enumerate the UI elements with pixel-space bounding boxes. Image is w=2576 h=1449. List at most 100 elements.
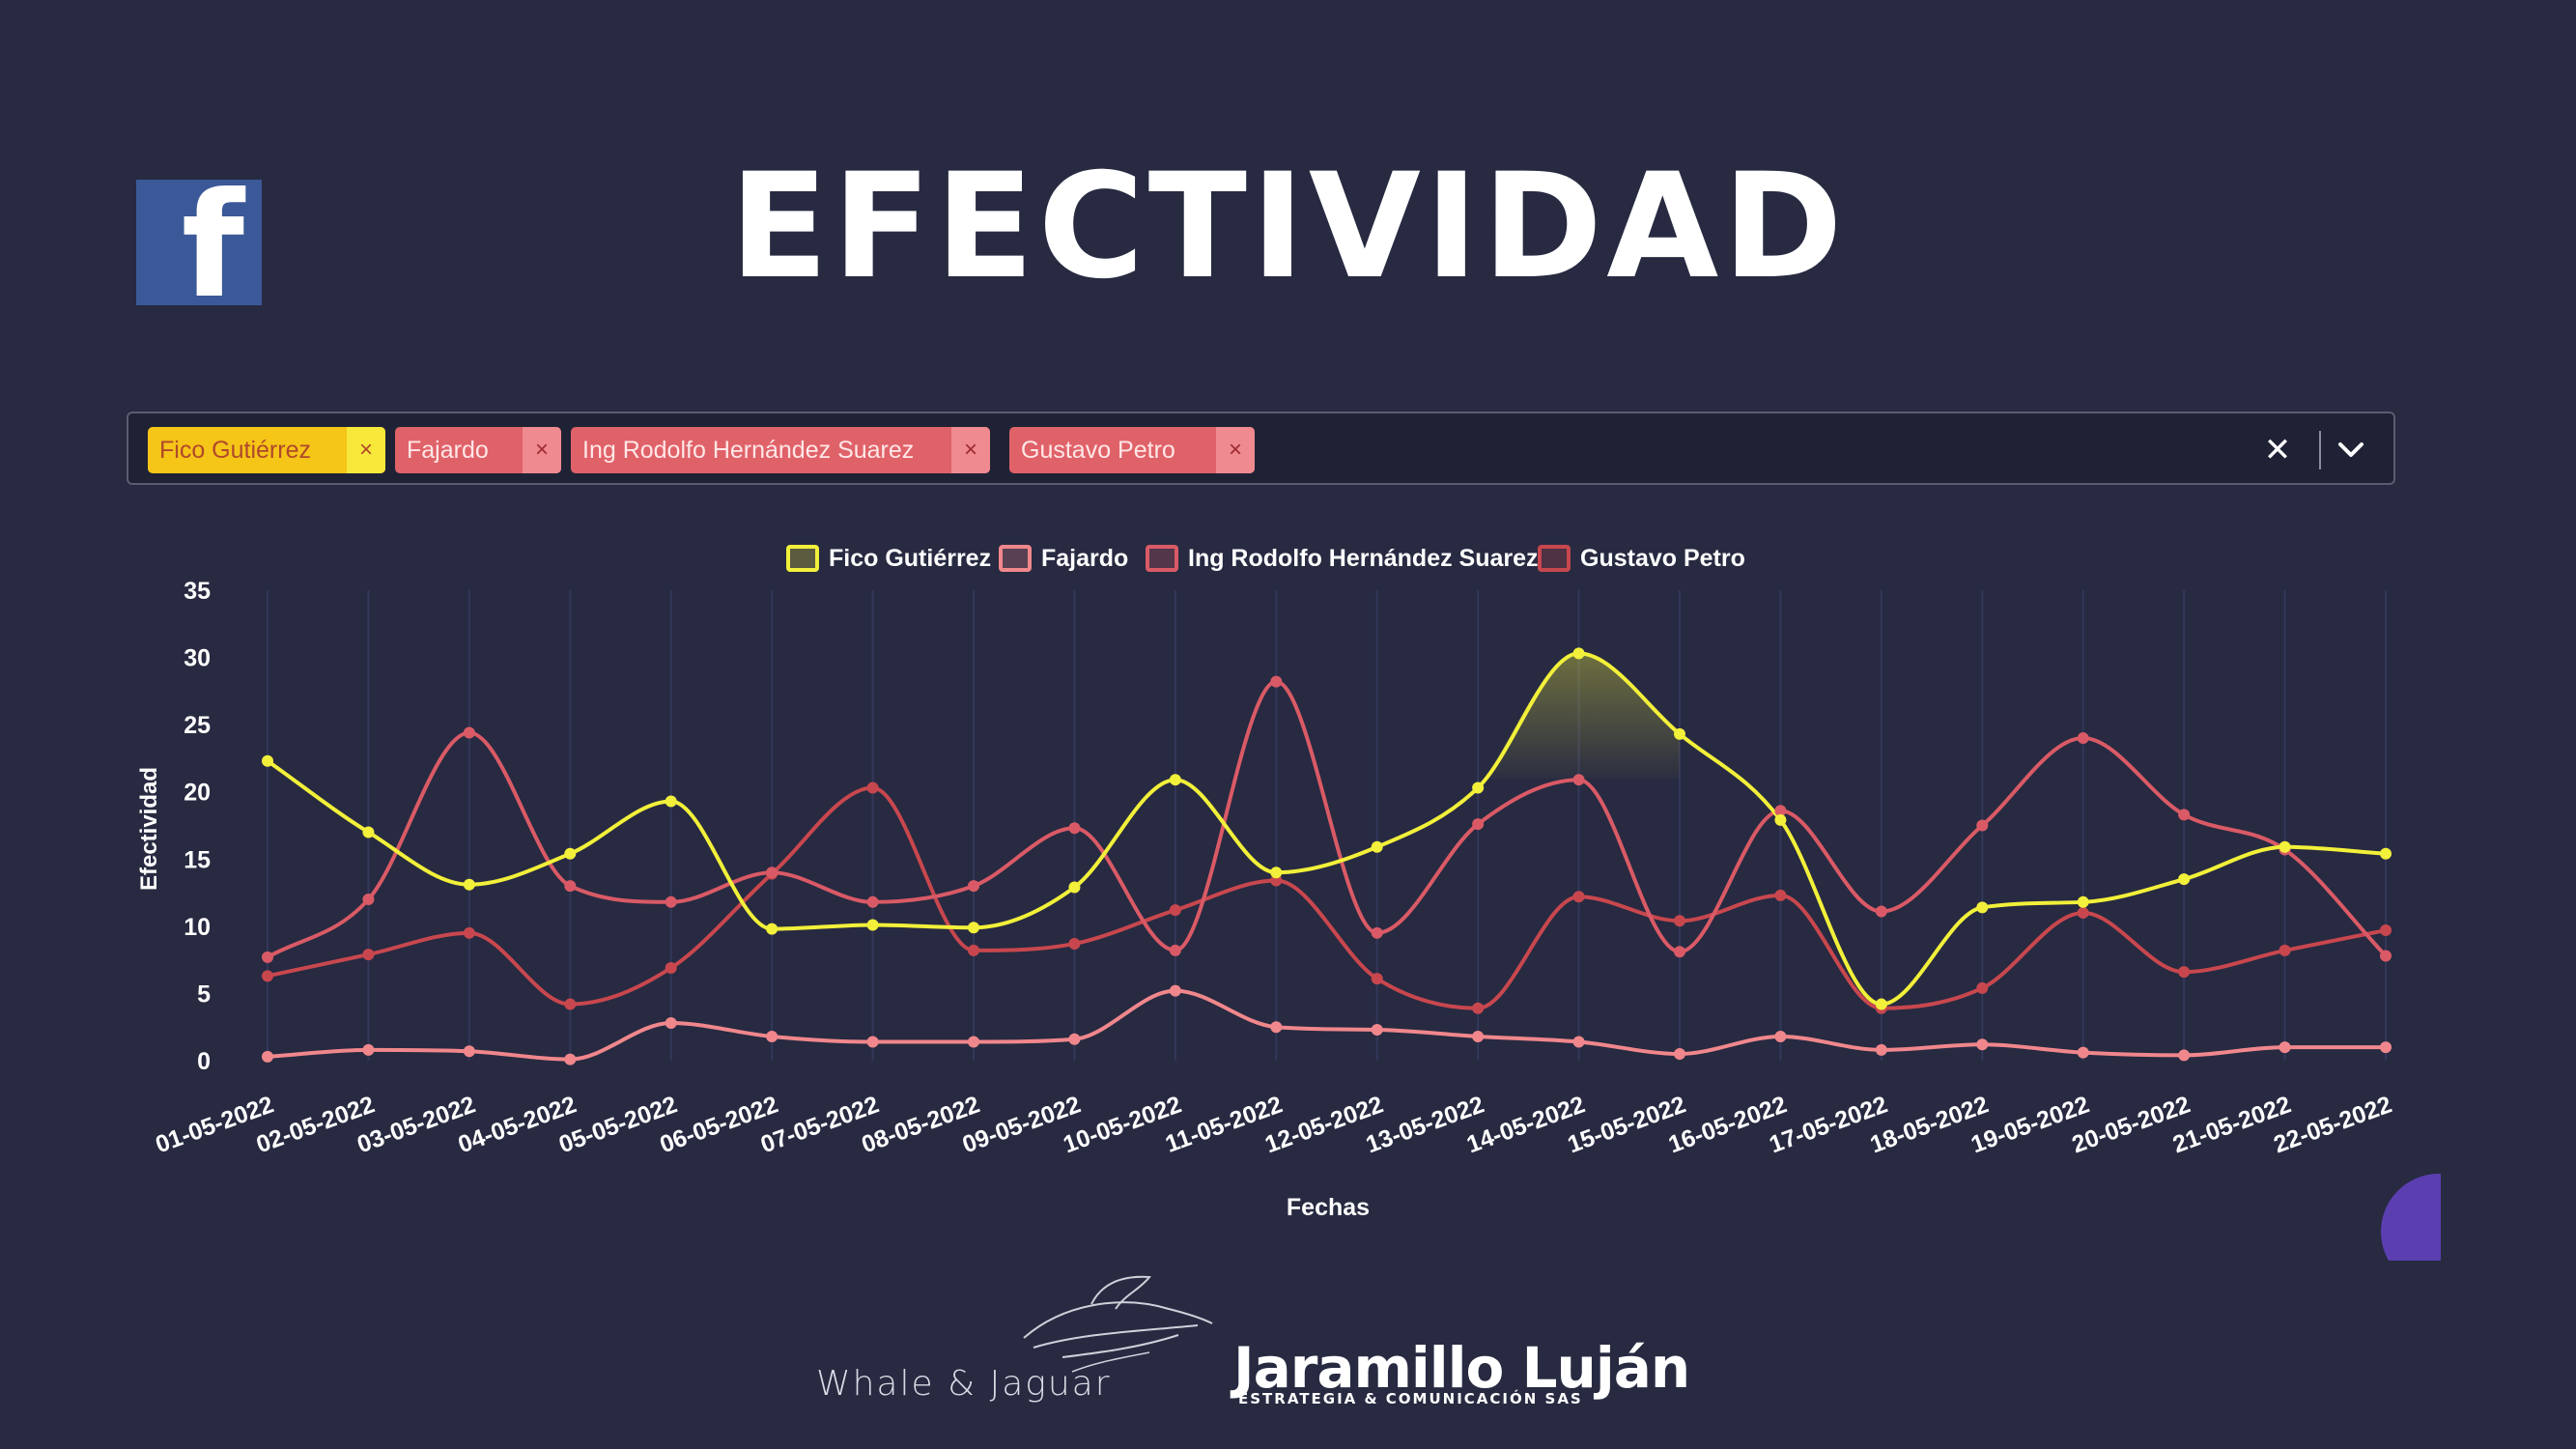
data-point	[2380, 924, 2392, 937]
data-point	[564, 998, 577, 1010]
facebook-letter: f	[181, 162, 244, 330]
data-point	[968, 880, 979, 893]
data-point	[1674, 946, 1685, 958]
data-point	[1472, 1002, 1485, 1014]
data-point	[866, 895, 879, 908]
data-point	[1774, 805, 1787, 817]
data-point	[564, 847, 577, 860]
data-point	[1169, 944, 1181, 956]
data-point	[2279, 840, 2291, 853]
data-point	[1976, 901, 1989, 914]
legend-item: Fajardo	[999, 545, 1128, 572]
chevron-down-icon[interactable]	[2332, 427, 2370, 473]
data-point	[1674, 1048, 1685, 1061]
data-point	[1472, 781, 1485, 794]
data-point	[1572, 647, 1585, 660]
data-point	[2178, 809, 2191, 821]
legend-swatch	[786, 545, 819, 572]
data-point	[2077, 1046, 2089, 1059]
legend-label: Fajardo	[1041, 545, 1128, 572]
data-point	[1875, 998, 1887, 1010]
data-point	[262, 951, 273, 963]
x-axis-label: Fechas	[1287, 1194, 1370, 1221]
data-point	[1270, 1021, 1283, 1034]
data-point	[1572, 774, 1585, 786]
remove-chip-icon[interactable]: ×	[347, 427, 385, 473]
legend-label: Gustavo Petro	[1580, 545, 1745, 572]
remove-chip-icon[interactable]: ×	[1216, 427, 1255, 473]
data-point	[1774, 889, 1787, 901]
candidate-filter-select[interactable]: Fico Gutiérrez × Fajardo × Ing Rodolfo H…	[127, 412, 2395, 485]
data-point	[463, 878, 475, 891]
data-point	[866, 1036, 879, 1048]
data-point	[1875, 1043, 1887, 1056]
data-point	[766, 867, 778, 879]
remove-chip-icon[interactable]: ×	[951, 427, 990, 473]
data-point	[2077, 906, 2089, 919]
y-tick-label: 15	[184, 846, 211, 873]
data-point	[1774, 813, 1787, 826]
facebook-icon: f	[136, 174, 262, 319]
data-point	[1169, 774, 1181, 786]
y-tick-label: 35	[184, 578, 211, 605]
page-title: EFECTIVIDAD	[729, 143, 1847, 311]
legend-item: Gustavo Petro	[1538, 545, 1745, 572]
data-point	[1371, 840, 1383, 853]
series-line	[267, 988, 2386, 1062]
remove-chip-icon[interactable]: ×	[523, 427, 561, 473]
chip-petro: Gustavo Petro ×	[1009, 427, 1255, 473]
data-point	[463, 1045, 475, 1058]
data-point	[463, 926, 475, 939]
jaguar-whale-logo	[1023, 1275, 1213, 1373]
data-point	[665, 1017, 677, 1030]
y-tick-label: 20	[184, 780, 211, 807]
data-point	[1068, 822, 1081, 835]
data-point	[1169, 904, 1181, 917]
chip-label: Fico Gutiérrez	[159, 436, 311, 464]
data-point	[2279, 1041, 2291, 1054]
chip-fajardo: Fajardo ×	[395, 427, 561, 473]
data-point	[1371, 1023, 1383, 1036]
chip-label: Gustavo Petro	[1021, 436, 1175, 464]
chip-fico: Fico Gutiérrez ×	[148, 427, 385, 473]
series-line	[266, 651, 2387, 1007]
data-point	[766, 1030, 778, 1042]
data-point	[262, 970, 273, 982]
close-icon[interactable]: ✕	[2263, 431, 2292, 469]
download-icon	[2381, 1174, 2441, 1261]
data-point	[1875, 905, 1887, 918]
data-point	[1371, 926, 1383, 939]
data-point	[1572, 891, 1585, 903]
data-point	[1169, 984, 1181, 997]
data-point	[2380, 1041, 2392, 1054]
legend-swatch	[1146, 545, 1178, 572]
data-point	[1472, 1030, 1485, 1042]
download-button[interactable]	[2381, 1174, 2441, 1261]
data-point	[463, 726, 475, 739]
effectiveness-line-chart: 0510152025303501-05-202202-05-202203-05-…	[136, 545, 2395, 1221]
footer-logos: Whale & Jaguar Jaramillo Luján ESTRATEGI…	[0, 1256, 2576, 1449]
data-point	[665, 895, 677, 908]
data-point	[2178, 1049, 2191, 1062]
data-point	[1270, 675, 1283, 688]
data-point	[1270, 874, 1283, 887]
whale-jaguar-brand: Whale & Jaguar	[816, 1364, 1112, 1404]
y-tick-label: 5	[197, 980, 211, 1008]
data-point	[1674, 727, 1685, 740]
jaramillo-lujan-tagline: ESTRATEGIA & COMUNICACIÓN SAS	[1238, 1390, 1583, 1407]
data-point	[2077, 895, 2089, 908]
data-point	[2077, 732, 2089, 745]
chip-label: Ing Rodolfo Hernández Suarez	[582, 436, 915, 464]
series-line	[267, 785, 2387, 1010]
chip-rodolfo: Ing Rodolfo Hernández Suarez ×	[571, 427, 990, 473]
legend-swatch	[999, 545, 1032, 572]
legend-label: Ing Rodolfo Hernández Suarez	[1188, 545, 1539, 572]
data-point	[2279, 944, 2291, 956]
data-point	[866, 781, 879, 794]
data-point	[1068, 881, 1081, 894]
data-point	[665, 795, 677, 808]
data-point	[968, 1036, 979, 1048]
y-tick-label: 25	[184, 712, 211, 739]
y-tick-label: 0	[197, 1048, 211, 1075]
data-point	[2178, 966, 2191, 979]
